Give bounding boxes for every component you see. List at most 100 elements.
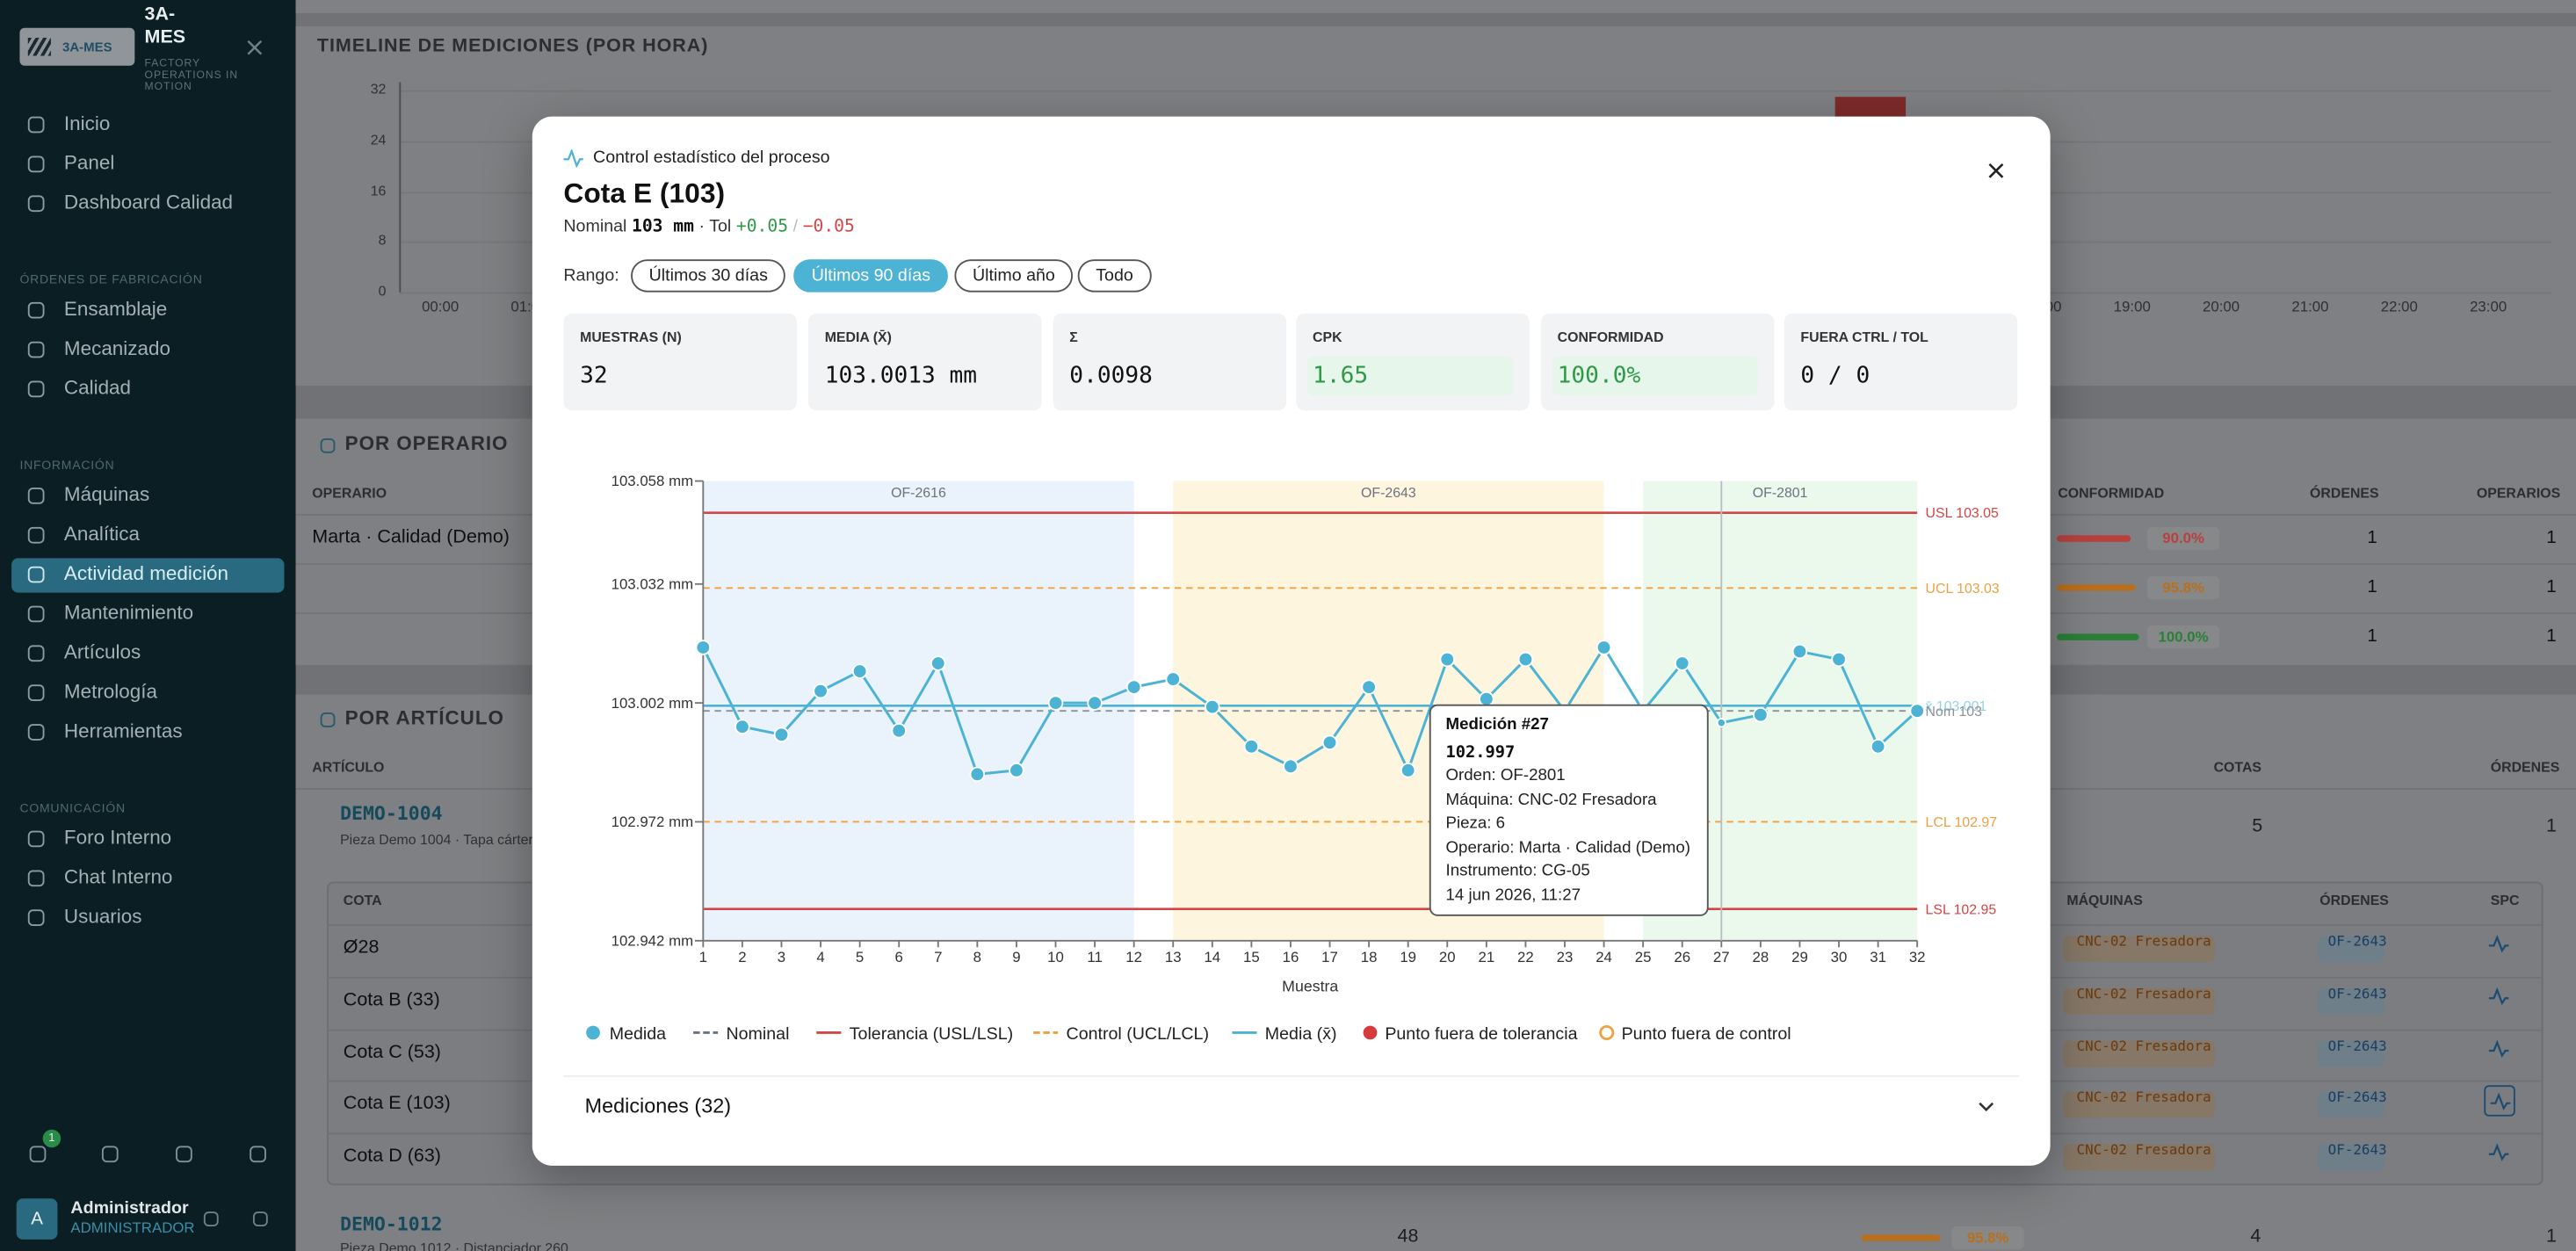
nav-item[interactable]: Metrología — [63, 679, 157, 704]
stat-label: FUERA CTRL / TOL — [1800, 328, 1928, 345]
column-header: ARTÍCULO — [312, 758, 385, 776]
series-line — [701, 645, 1919, 776]
nav-item[interactable]: Actividad medición — [63, 561, 229, 585]
data-point — [1791, 643, 1808, 660]
nav-item[interactable]: Herramientas — [63, 719, 183, 742]
legend-swatch — [1363, 1025, 1378, 1040]
nav-item[interactable]: Calidad — [63, 376, 132, 400]
timeline-axis — [399, 82, 402, 293]
stat-card — [563, 313, 797, 411]
data-point — [1125, 679, 1142, 695]
data-point — [891, 722, 907, 739]
nav-item[interactable]: Mecanizado — [63, 336, 170, 360]
column-header: ÓRDENES — [2310, 484, 2379, 502]
tolerance-part: −0.05 — [802, 216, 855, 237]
tolerance-part: Nominal — [563, 216, 627, 237]
nav-item[interactable]: Dashboard Calidad — [63, 190, 234, 214]
data-point — [1596, 640, 1612, 655]
nav-item[interactable]: Artículos — [63, 640, 141, 664]
article-code[interactable]: DEMO-1012 — [340, 1211, 443, 1236]
order-region — [703, 481, 1134, 941]
article-code[interactable]: DEMO-1004 — [340, 801, 443, 825]
machine-name: CNC-02 Fresadora — [2076, 986, 2211, 1003]
spc-button[interactable] — [2484, 981, 2515, 1013]
orders-count: 1 — [2545, 816, 2557, 836]
divider — [563, 1075, 2020, 1077]
avatar[interactable] — [16, 1198, 58, 1240]
x-tick-label: 19 — [1400, 949, 1416, 965]
modal-close[interactable] — [1988, 163, 2005, 179]
sidebar — [0, 0, 296, 1251]
spc-button[interactable] — [2484, 1138, 2515, 1169]
stat-value: 0.0098 — [1069, 362, 1153, 389]
data-point — [1283, 758, 1299, 775]
timeline-hour: 23:00 — [2470, 298, 2507, 315]
timeline-hour: 22:00 — [2380, 298, 2418, 315]
y-tick-label: 102.942 mm — [611, 932, 693, 949]
stat-value: 103.0013 mm — [824, 362, 978, 389]
x-tick-label: 13 — [1165, 949, 1182, 965]
reference-label: LSL 102.95 — [1926, 902, 1997, 917]
region-label: OF-2616 — [891, 486, 946, 501]
nav-item[interactable]: Ensamblaje — [63, 297, 168, 321]
nav-item[interactable]: Analítica — [63, 522, 140, 546]
badge-count: 1 — [48, 1132, 55, 1145]
data-point — [1517, 651, 1534, 668]
card-icon — [319, 437, 335, 452]
range-button[interactable]: Último año — [954, 259, 1074, 293]
reference-label: x̄ 103.001 — [1926, 699, 1987, 714]
nav-item[interactable]: Chat Interno — [63, 865, 173, 889]
avatar-initial: A — [31, 1208, 43, 1229]
column-header: SPC — [2490, 891, 2520, 908]
tolerance-part: / — [792, 216, 799, 237]
range-button[interactable]: Todo — [1077, 259, 1152, 293]
nav-item[interactable]: Foro Interno — [63, 826, 172, 850]
cotas-count: 4 — [2250, 1226, 2261, 1247]
operators-count: 1 — [2546, 528, 2557, 548]
measurements-toggle[interactable]: Mediciones (32) — [584, 1095, 731, 1118]
y-tick-label: 103.058 mm — [611, 473, 693, 489]
spc-button[interactable] — [2484, 929, 2515, 961]
legend-swatch — [586, 1025, 600, 1040]
range-button[interactable]: Últimos 30 días — [631, 259, 786, 293]
tooltip-value: 102.997 — [1445, 744, 1516, 763]
spc-button[interactable] — [2484, 1085, 2515, 1117]
cota-name: Ø28 — [343, 937, 380, 958]
column-header: CONFORMIDAD — [2058, 484, 2165, 502]
spc-path — [2488, 1143, 2509, 1162]
nav-icon — [27, 684, 45, 701]
nav-icon — [27, 301, 45, 319]
nav-icon — [27, 488, 45, 504]
operators-count: 1 — [2546, 577, 2557, 597]
brand: 3A-MES — [144, 4, 186, 48]
process-icon — [563, 149, 583, 168]
x-tick-label: 20 — [1439, 949, 1456, 965]
range-button[interactable]: Últimos 90 días — [793, 259, 949, 293]
chevron[interactable] — [1978, 1102, 1994, 1113]
range-label: Rango: — [563, 265, 619, 286]
nav-item[interactable]: Usuarios — [63, 904, 142, 929]
nav-item[interactable]: Mantenimiento — [63, 601, 194, 625]
sidebar-close[interactable] — [246, 40, 263, 56]
nav-section: COMUNICACIÓN — [19, 800, 126, 816]
top-bar — [295, 0, 2576, 13]
nav-icon — [27, 724, 45, 741]
stat-card — [1053, 313, 1287, 411]
nav-item[interactable]: Máquinas — [63, 482, 150, 506]
x-tick-label: 10 — [1047, 949, 1064, 965]
spc-button[interactable] — [2484, 1034, 2515, 1066]
reference-label: LCL 102.97 — [1926, 815, 1998, 830]
machine-pill — [2063, 1092, 2215, 1119]
stat-value: 32 — [580, 362, 608, 389]
data-point — [1321, 734, 1338, 751]
data-point — [1400, 763, 1416, 778]
x-tick-label: 14 — [1204, 949, 1220, 965]
stat-card — [1784, 313, 2018, 411]
nav-item[interactable]: Inicio — [63, 112, 111, 135]
data-point — [1361, 679, 1377, 695]
stat-label: CPK — [1313, 328, 1342, 345]
nav-item[interactable]: Panel — [63, 151, 115, 175]
article-desc: Pieza Demo 1012 · Distanciador 260 — [340, 1240, 568, 1251]
machine-name: CNC-02 Fresadora — [2076, 1038, 2211, 1056]
